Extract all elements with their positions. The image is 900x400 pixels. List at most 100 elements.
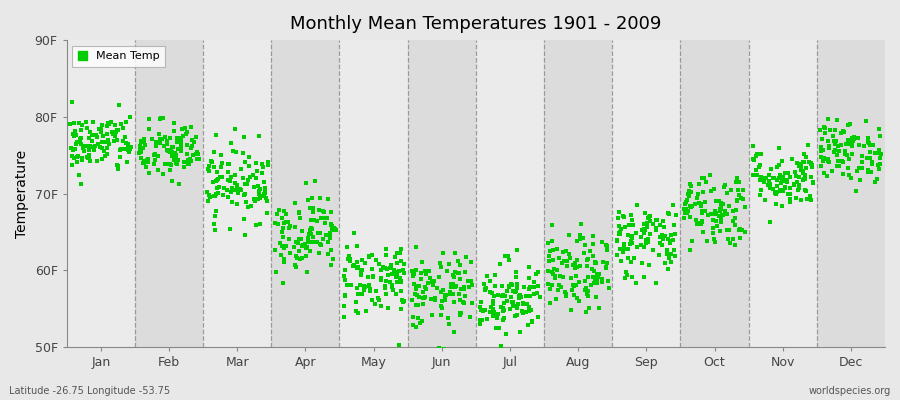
Point <box>494 342 508 349</box>
Point <box>735 196 750 202</box>
Point <box>225 185 239 191</box>
Point <box>459 253 473 260</box>
Point <box>617 241 632 248</box>
Point <box>509 280 524 287</box>
Point <box>610 237 625 243</box>
Point <box>323 229 338 236</box>
Point <box>691 200 706 206</box>
Point <box>578 278 592 284</box>
Point <box>472 321 487 327</box>
Point <box>82 135 96 142</box>
Point <box>730 197 744 204</box>
Point <box>209 132 223 138</box>
Point <box>452 270 466 276</box>
Point <box>451 269 465 276</box>
Point <box>449 283 464 290</box>
Point <box>726 236 741 242</box>
Point <box>189 134 203 140</box>
Point <box>220 169 235 175</box>
Point <box>816 170 831 176</box>
Point <box>801 142 815 148</box>
Point <box>412 294 427 300</box>
Point <box>381 305 395 311</box>
Point <box>72 120 86 126</box>
Point <box>505 298 519 305</box>
Point <box>91 141 105 147</box>
Point <box>190 156 204 162</box>
Point <box>750 172 764 178</box>
Point <box>522 293 536 299</box>
Point <box>227 187 241 194</box>
Point <box>862 149 877 156</box>
Point <box>556 258 571 264</box>
Point <box>839 141 853 147</box>
Point <box>617 275 632 282</box>
Point <box>736 187 751 194</box>
Point <box>210 191 224 197</box>
Point <box>256 164 271 170</box>
Point <box>618 246 633 252</box>
Point <box>872 146 886 153</box>
Point <box>445 284 459 291</box>
Point <box>118 146 132 152</box>
Point <box>340 244 355 250</box>
Point <box>464 278 478 284</box>
Point <box>250 168 265 174</box>
Point <box>641 236 655 242</box>
Point <box>713 228 727 234</box>
Point <box>268 220 283 226</box>
Point <box>577 250 591 256</box>
Point <box>720 211 734 217</box>
Point <box>555 260 570 266</box>
Point <box>814 136 829 142</box>
Point <box>646 220 661 227</box>
Point <box>638 237 652 244</box>
Point <box>378 285 392 291</box>
Point <box>425 278 439 285</box>
Point <box>310 230 325 236</box>
Point <box>172 181 186 187</box>
Point <box>570 294 584 301</box>
Point <box>614 226 628 232</box>
Point <box>580 274 595 280</box>
Point <box>447 250 462 256</box>
Point <box>805 164 819 170</box>
Point <box>82 154 96 160</box>
Point <box>624 232 638 239</box>
Point <box>447 274 462 280</box>
Point <box>275 228 290 235</box>
Point <box>698 198 712 205</box>
Point <box>626 222 640 228</box>
Point <box>586 232 600 239</box>
Point <box>585 266 599 272</box>
Point <box>638 226 652 233</box>
Bar <box>408 40 476 347</box>
Point <box>701 211 716 218</box>
Point <box>70 159 85 166</box>
Point <box>655 234 670 240</box>
Point <box>222 178 237 185</box>
Point <box>372 297 386 304</box>
Point <box>488 283 502 289</box>
Point <box>111 162 125 169</box>
Point <box>851 134 866 141</box>
Point <box>820 173 834 179</box>
Point <box>831 143 845 150</box>
Bar <box>680 40 749 347</box>
Point <box>476 308 491 315</box>
Point <box>782 196 796 202</box>
Point <box>814 148 829 154</box>
Point <box>158 161 173 167</box>
Point <box>864 169 878 176</box>
Point <box>353 282 367 288</box>
Point <box>818 130 832 136</box>
Point <box>83 143 97 149</box>
Point <box>113 146 128 152</box>
Point <box>207 221 221 228</box>
Bar <box>271 40 339 347</box>
Point <box>683 181 698 187</box>
Point <box>224 189 238 196</box>
Point <box>412 293 427 300</box>
Point <box>274 214 289 221</box>
Point <box>83 129 97 136</box>
